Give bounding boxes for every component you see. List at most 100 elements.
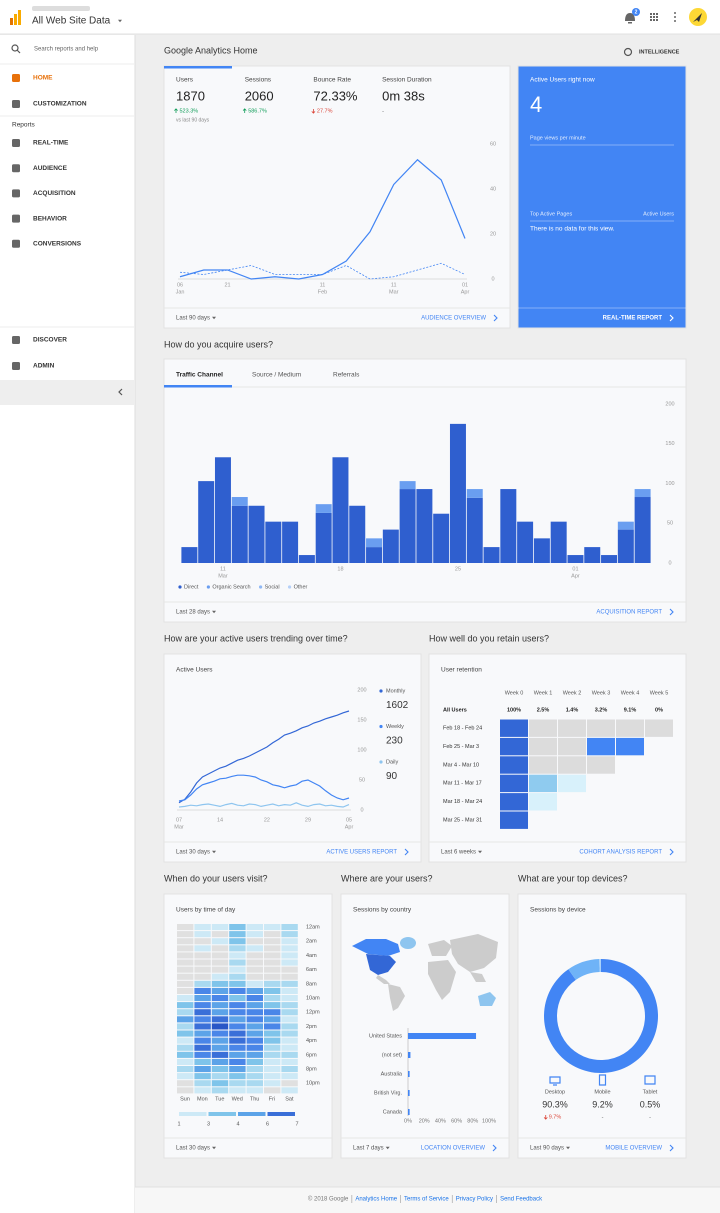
heatmap-cell [211, 1058, 229, 1065]
search-box[interactable]: Search reports and help [34, 47, 99, 53]
date-range[interactable]: Last 90 days [530, 1146, 564, 1152]
nav-item[interactable]: HOME [33, 75, 53, 82]
nav-item[interactable]: REAL-TIME [33, 140, 69, 147]
tab[interactable]: Source / Medium [252, 372, 301, 379]
bar-segment [483, 547, 500, 563]
heatmap-cell [264, 973, 281, 980]
heatmap-cell [281, 1002, 298, 1009]
x-tick-label: 11 [220, 566, 226, 572]
report-link[interactable]: REAL-TIME REPORT [603, 316, 663, 322]
date-range[interactable]: Last 7 days [353, 1146, 384, 1152]
card [517, 65, 687, 329]
heatmap-cell [264, 987, 281, 994]
date-range[interactable]: Last 90 days [176, 316, 210, 322]
bar-segment [634, 489, 651, 498]
heatmap-cell [229, 1051, 246, 1058]
bar [408, 1071, 410, 1077]
day-label: Mon [197, 1096, 208, 1102]
nav-item[interactable]: ADMIN [33, 363, 55, 370]
footer-link[interactable]: Send Feedback [500, 1197, 543, 1203]
more-icon[interactable] [674, 12, 676, 22]
date-range[interactable]: Last 30 days [176, 850, 210, 856]
heatmap-cell [264, 1002, 281, 1009]
nav-item[interactable]: CUSTOMIZATION [33, 101, 87, 108]
bell-icon[interactable] [625, 13, 635, 24]
intelligence-button[interactable]: INTELLIGENCE [639, 49, 680, 55]
report-link[interactable]: ACQUISITION REPORT [596, 610, 662, 616]
hour-label: 6am [306, 967, 317, 973]
heatmap-cell [281, 952, 298, 959]
metric-name[interactable]: Sessions [245, 77, 272, 84]
report-link[interactable]: MOBILE OVERVIEW [605, 1146, 662, 1152]
collapse-row[interactable] [0, 380, 135, 405]
footer-link[interactable]: Terms of Service [404, 1197, 449, 1203]
date-range[interactable]: Last 30 days [176, 1146, 210, 1152]
nav-icon [12, 362, 20, 370]
nav-item[interactable]: CONVERSIONS [33, 241, 82, 248]
nav-item[interactable]: ACQUISITION [33, 190, 76, 197]
hour-label: 2pm [306, 1024, 317, 1030]
heatmap-cell [229, 1087, 246, 1094]
bar-segment [332, 457, 349, 563]
legend-total: 90 [386, 771, 398, 782]
heatmap-cell [246, 1087, 263, 1094]
nav-item[interactable]: DISCOVER [33, 337, 67, 344]
heatmap-cell [229, 1058, 246, 1065]
date-range[interactable]: Last 6 weeks [441, 850, 476, 856]
heatmap-cell [281, 1023, 298, 1030]
legend-segment [208, 1112, 236, 1116]
property-selector[interactable]: All Web Site Data [32, 16, 111, 27]
metric-name[interactable]: Session Duration [382, 77, 432, 84]
footer-link[interactable]: Privacy Policy [456, 1197, 493, 1203]
legend-total: 230 [386, 736, 403, 747]
heatmap-cell [246, 931, 263, 938]
legend-label: Weekly [386, 724, 404, 730]
metric-name[interactable]: Bounce Rate [313, 77, 351, 84]
y-tick-label: 200 [665, 401, 674, 407]
heatmap-cell [211, 1073, 229, 1080]
y-tick-label: 40 [490, 186, 496, 192]
tab[interactable]: Referrals [333, 372, 360, 379]
caret [212, 850, 217, 854]
heatmap-cell [264, 995, 281, 1002]
hour-label: 4pm [306, 1038, 317, 1044]
nav-icon [12, 139, 20, 147]
map-region [450, 934, 498, 972]
nav-item[interactable]: BEHAVIOR [33, 215, 67, 222]
report-link[interactable]: LOCATION OVERVIEW [421, 1146, 485, 1152]
heatmap-cell [281, 1073, 298, 1080]
bar-segment [315, 512, 332, 563]
metric-note: vs last 90 days [176, 117, 210, 123]
y-tick-label: 200 [357, 687, 366, 693]
heatmap-cell [177, 931, 194, 938]
report-link[interactable]: ACTIVE USERS REPORT [326, 850, 397, 856]
apps-icon[interactable] [650, 13, 658, 21]
day-label: Wed [232, 1096, 243, 1102]
map-region [376, 975, 390, 984]
bar-segment [399, 481, 416, 490]
hour-label: 10am [306, 995, 320, 1001]
heatmap-cell [281, 1051, 298, 1058]
metric-name[interactable]: Users [176, 77, 194, 84]
heatmap-cell [229, 1002, 246, 1009]
retention-total: 2.5% [537, 707, 550, 713]
report-link[interactable]: AUDIENCE OVERVIEW [421, 316, 486, 322]
nav-icon [12, 336, 20, 344]
tab[interactable]: Traffic Channel [176, 372, 223, 379]
retention-cell [529, 737, 557, 756]
report-link[interactable]: COHORT ANALYSIS REPORT [579, 850, 662, 856]
heatmap-cell [211, 1044, 229, 1051]
line-series [178, 774, 350, 802]
x-tick-label: 06 [177, 282, 183, 288]
collapse-arrow[interactable] [118, 388, 123, 396]
nav-icon [12, 214, 20, 223]
legend-dot [178, 585, 182, 589]
heatmap-cell [194, 1023, 211, 1030]
date-range[interactable]: Last 28 days [176, 610, 210, 616]
nav-item[interactable]: AUDIENCE [33, 165, 68, 172]
nav-icon [12, 100, 20, 108]
footer-link[interactable]: Analytics Home [355, 1197, 397, 1203]
realtime-label: Active Users [643, 211, 674, 217]
country-label: British Virg. [374, 1090, 402, 1096]
heatmap-cell [229, 1066, 246, 1073]
